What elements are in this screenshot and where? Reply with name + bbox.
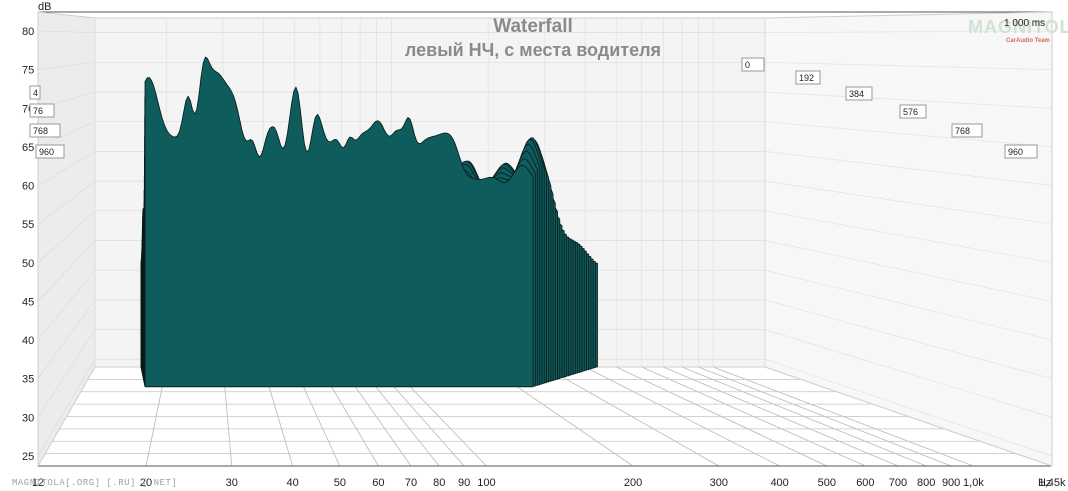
- x-tick-label: 800: [917, 477, 935, 489]
- waterfall-slice: [144, 56, 534, 388]
- time-label: 768: [955, 126, 970, 136]
- time-label: 960: [1008, 147, 1023, 157]
- sidewall-gridline: [37, 240, 96, 302]
- y-tick-label: 75: [22, 65, 34, 77]
- sidewall-gridline: [764, 30, 1053, 33]
- x-tick-label: 50: [334, 477, 346, 489]
- time-label-box: [899, 104, 927, 119]
- time-label-box: [1004, 144, 1038, 159]
- sidewall-gridline: [764, 358, 1053, 457]
- time-label-left: 76: [33, 106, 43, 116]
- x-tick-label: 1,0k: [963, 477, 984, 489]
- sidewall-gridline: [37, 30, 96, 33]
- x-tick-label: 900: [942, 477, 960, 489]
- sidewall-gridline: [37, 329, 96, 418]
- left-wall: [37, 11, 96, 468]
- y-tick-label: 30: [22, 412, 34, 424]
- y-tick-label: 35: [22, 374, 34, 386]
- y-tick-label: 55: [22, 219, 34, 231]
- brand-logo-sub: CarAudio Team: [1006, 38, 1050, 44]
- x-tick-label: 80: [433, 477, 445, 489]
- brand-logo: MAGNITOLA: [968, 17, 1068, 37]
- sidewall-gridline: [764, 329, 1053, 418]
- footer-watermark: MAGNITOLA[.ORG] [.RU] [.NET]: [12, 478, 178, 488]
- sidewall-gridline: [37, 210, 96, 264]
- time-label: 576: [903, 107, 918, 117]
- sidewall-gridline: [764, 151, 1053, 186]
- time-label-box: [845, 86, 873, 101]
- y-tick-label: 25: [22, 451, 34, 463]
- time-label-box: [741, 57, 765, 72]
- y-tick-label: 80: [22, 26, 34, 38]
- time-end-label: 1 000 ms: [1004, 18, 1046, 29]
- y-tick-label: 45: [22, 296, 34, 308]
- y-axis-unit: dB: [38, 1, 51, 13]
- x-tick-label: 90: [458, 477, 470, 489]
- sidewall-gridline: [764, 210, 1053, 264]
- time-label-box-left: [35, 144, 65, 159]
- sidewall-gridline: [764, 61, 1053, 70]
- x-tick-label: 60: [372, 477, 384, 489]
- y-tick-label: 60: [22, 181, 34, 193]
- time-label: 384: [849, 89, 864, 99]
- x-tick-label: 300: [710, 477, 728, 489]
- sidewall-gridline: [37, 151, 96, 186]
- time-label-box: [951, 123, 983, 138]
- sidewall-gridline: [764, 91, 1053, 109]
- time-label-box: [795, 70, 821, 85]
- x-axis-unit: Hz: [1038, 477, 1051, 489]
- sidewall-gridline: [37, 299, 96, 379]
- x-tick-label: 40: [287, 477, 299, 489]
- time-label-left: 4: [33, 88, 38, 98]
- y-tick-label: 65: [22, 142, 34, 154]
- x-tick-label: 30: [226, 477, 238, 489]
- time-label-left: 768: [33, 126, 48, 136]
- chart-subtitle: левый НЧ, с места водителя: [405, 40, 661, 60]
- x-tick-label: 70: [405, 477, 417, 489]
- time-label-box-left: [29, 123, 61, 138]
- sidewall-gridline: [37, 61, 96, 70]
- sidewall-gridline: [37, 359, 96, 457]
- x-tick-label: 100: [477, 477, 495, 489]
- x-tick-label: 500: [818, 477, 836, 489]
- sidewall-gridline: [37, 180, 96, 225]
- time-label-box-left: [29, 85, 41, 100]
- sidewall-gridline: [764, 121, 1053, 148]
- x-tick-label: 1,45k: [1039, 477, 1066, 489]
- x-tick-label: 600: [856, 477, 874, 489]
- x-tick-label: 700: [889, 477, 907, 489]
- x-tick-label: 12: [32, 477, 44, 489]
- sidewall-gridline: [764, 240, 1053, 302]
- time-label-box-left: [29, 103, 55, 118]
- y-tick-label: 40: [22, 335, 34, 347]
- time-label: 192: [799, 73, 814, 83]
- sidewall-gridline: [37, 121, 96, 148]
- x-tick-label: 20: [140, 477, 152, 489]
- sidewall-gridline: [764, 180, 1053, 225]
- y-tick-label: 50: [22, 258, 34, 270]
- time-label-left: 960: [39, 147, 54, 157]
- chart-title: Waterfall: [493, 16, 573, 37]
- x-tick-label: 200: [624, 477, 642, 489]
- sidewall-gridline: [37, 269, 96, 341]
- sidewall-gridline: [764, 299, 1053, 380]
- sidewall-gridline: [764, 269, 1053, 341]
- time-label: 0: [745, 60, 750, 70]
- x-tick-label: 400: [770, 477, 788, 489]
